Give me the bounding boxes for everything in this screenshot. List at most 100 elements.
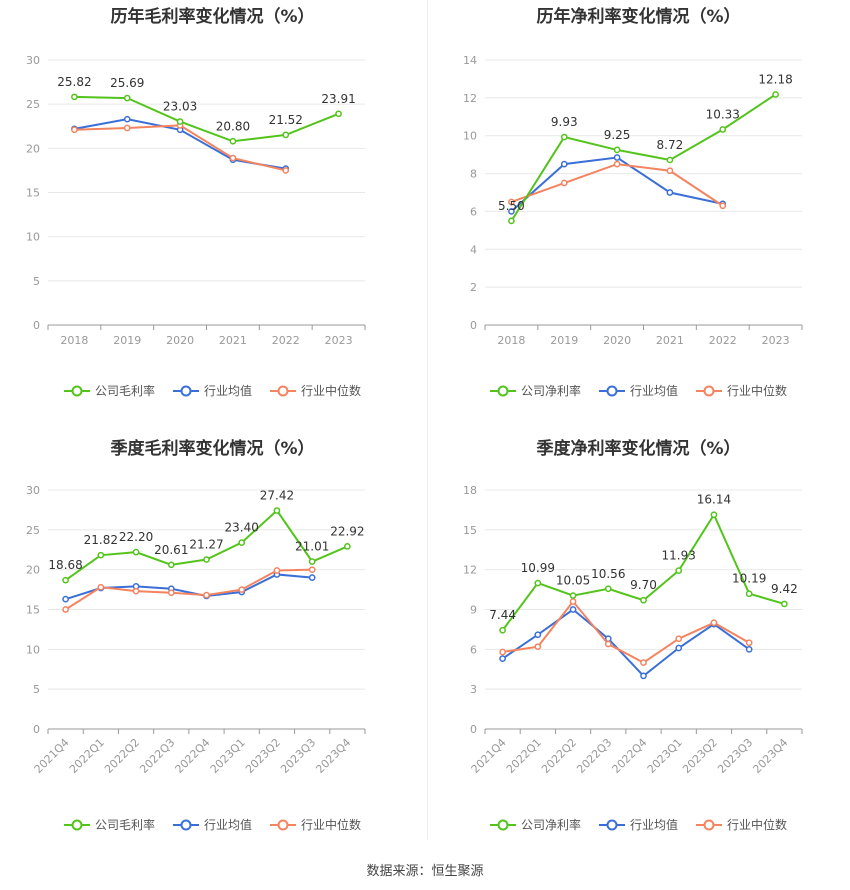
legend-item[interactable]: 行业中位数 bbox=[270, 816, 361, 833]
data-point bbox=[499, 626, 506, 634]
y-tick-label: 15 bbox=[463, 524, 477, 537]
chart-plot: 0 5 10 15 20 25 30 2021Q42022Q12022Q22022Q32022… bbox=[26, 484, 366, 776]
data-point bbox=[675, 635, 683, 643]
y-tick-label: 3 bbox=[470, 683, 477, 696]
data-label: 20.61 bbox=[154, 543, 188, 557]
legend-swatch-icon bbox=[696, 819, 722, 830]
data-label: 5.50 bbox=[498, 199, 525, 213]
chart-title: 季度净利率变化情况（%） bbox=[536, 439, 741, 459]
data-label: 25.82 bbox=[57, 75, 91, 89]
chart-title: 历年毛利率变化情况（%） bbox=[110, 7, 315, 27]
legend-label: 行业均值 bbox=[629, 384, 678, 398]
chart-title: 季度毛利率变化情况（%） bbox=[110, 439, 315, 459]
data-point bbox=[282, 167, 290, 174]
data-point bbox=[569, 606, 577, 613]
x-tick-label: 2023Q1 bbox=[645, 736, 685, 776]
y-tick-label: 8 bbox=[470, 168, 477, 181]
y-tick-label: 6 bbox=[470, 205, 477, 218]
data-point bbox=[308, 558, 316, 565]
legend-item[interactable]: 行业均值 bbox=[598, 382, 678, 399]
legend-item[interactable]: 行业中位数 bbox=[696, 382, 787, 399]
legend-swatch-icon bbox=[598, 819, 625, 830]
data-point bbox=[229, 137, 237, 145]
legend-item[interactable]: 行业中位数 bbox=[270, 382, 361, 399]
x-tick-label: 2022Q2 bbox=[102, 736, 142, 776]
legend-label: 公司净利率 bbox=[520, 818, 581, 832]
x-tick-label: 2022Q3 bbox=[137, 736, 177, 776]
data-point bbox=[167, 561, 175, 569]
chart-legend: 公司净利率 行业均值 行业中位数 bbox=[427, 382, 850, 399]
x-tick-label: 2023Q1 bbox=[208, 736, 248, 776]
data-point bbox=[273, 567, 281, 574]
data-point bbox=[604, 585, 612, 593]
y-tick-label: 0 bbox=[33, 723, 40, 736]
data-point bbox=[123, 115, 131, 123]
chart-legend: 公司毛利率 行业均值 行业中位数 bbox=[0, 816, 425, 833]
data-label: 18.68 bbox=[48, 558, 82, 572]
data-point bbox=[238, 586, 246, 593]
y-tick-label: 25 bbox=[26, 98, 40, 111]
y-tick-label: 14 bbox=[463, 54, 477, 67]
data-label: 10.99 bbox=[521, 561, 555, 575]
y-tick-label: 5 bbox=[33, 275, 40, 288]
data-label: 21.82 bbox=[84, 533, 118, 547]
data-label: 10.19 bbox=[732, 572, 766, 586]
y-tick-label: 0 bbox=[33, 319, 40, 332]
x-tick-label: 2018 bbox=[60, 334, 88, 347]
x-tick-label: 2022 bbox=[709, 334, 737, 347]
x-tick-label: 2023Q4 bbox=[750, 736, 790, 776]
x-tick-label: 2022 bbox=[272, 334, 300, 347]
data-label: 22.20 bbox=[119, 530, 153, 544]
data-point bbox=[534, 579, 542, 587]
data-point bbox=[613, 154, 621, 161]
data-point bbox=[640, 659, 647, 666]
x-tick-label: 2020 bbox=[166, 334, 194, 347]
legend-label: 行业中位数 bbox=[301, 384, 362, 398]
data-point bbox=[132, 548, 140, 556]
y-tick-label: 12 bbox=[463, 92, 477, 105]
data-label: 21.01 bbox=[295, 540, 329, 554]
legend-item[interactable]: 行业均值 bbox=[172, 382, 252, 399]
legend-swatch-icon bbox=[172, 819, 199, 830]
data-point bbox=[745, 590, 753, 598]
legend-item[interactable]: 公司净利率 bbox=[489, 382, 581, 399]
series-line bbox=[502, 599, 750, 664]
data-point bbox=[772, 91, 779, 98]
legend-item[interactable]: 行业中位数 bbox=[696, 816, 787, 833]
legend-item[interactable]: 公司毛利率 bbox=[63, 816, 155, 833]
data-label: 21.27 bbox=[189, 538, 223, 552]
x-tick-label: 2019 bbox=[550, 334, 578, 347]
y-tick-label: 6 bbox=[470, 643, 477, 656]
data-point bbox=[560, 133, 568, 141]
data-point bbox=[229, 154, 237, 162]
data-point bbox=[675, 567, 683, 574]
legend-item[interactable]: 公司净利率 bbox=[489, 816, 581, 833]
legend-item[interactable]: 行业均值 bbox=[598, 816, 678, 833]
data-point bbox=[710, 619, 718, 627]
legend-label: 行业中位数 bbox=[727, 384, 788, 398]
data-label: 27.42 bbox=[260, 489, 294, 503]
data-label: 25.69 bbox=[110, 76, 144, 90]
legend-label: 行业均值 bbox=[629, 818, 678, 832]
legend-item[interactable]: 行业均值 bbox=[172, 816, 252, 833]
data-point bbox=[71, 126, 78, 134]
legend-item[interactable]: 公司毛利率 bbox=[63, 382, 155, 399]
chart-panel: 季度毛利率变化情况（%） 0 5 10 15 20 25 30 2021Q4 2022Q1 2022… bbox=[0, 432, 425, 852]
series-line bbox=[74, 95, 339, 143]
data-label: 10.56 bbox=[591, 567, 625, 581]
data-point bbox=[62, 595, 69, 603]
data-point bbox=[666, 156, 674, 164]
x-tick-label: 2023Q2 bbox=[680, 736, 720, 776]
data-point bbox=[640, 672, 647, 680]
legend-label: 公司毛利率 bbox=[94, 818, 155, 832]
data-label: 9.42 bbox=[771, 582, 798, 596]
y-tick-label: 15 bbox=[26, 604, 40, 617]
y-tick-label: 15 bbox=[26, 187, 40, 200]
data-point bbox=[560, 179, 568, 187]
data-label: 11.93 bbox=[662, 549, 696, 563]
data-point bbox=[238, 539, 246, 546]
legend-swatch-icon bbox=[598, 385, 625, 396]
x-tick-label: 2023 bbox=[325, 334, 353, 347]
data-point bbox=[499, 655, 506, 662]
